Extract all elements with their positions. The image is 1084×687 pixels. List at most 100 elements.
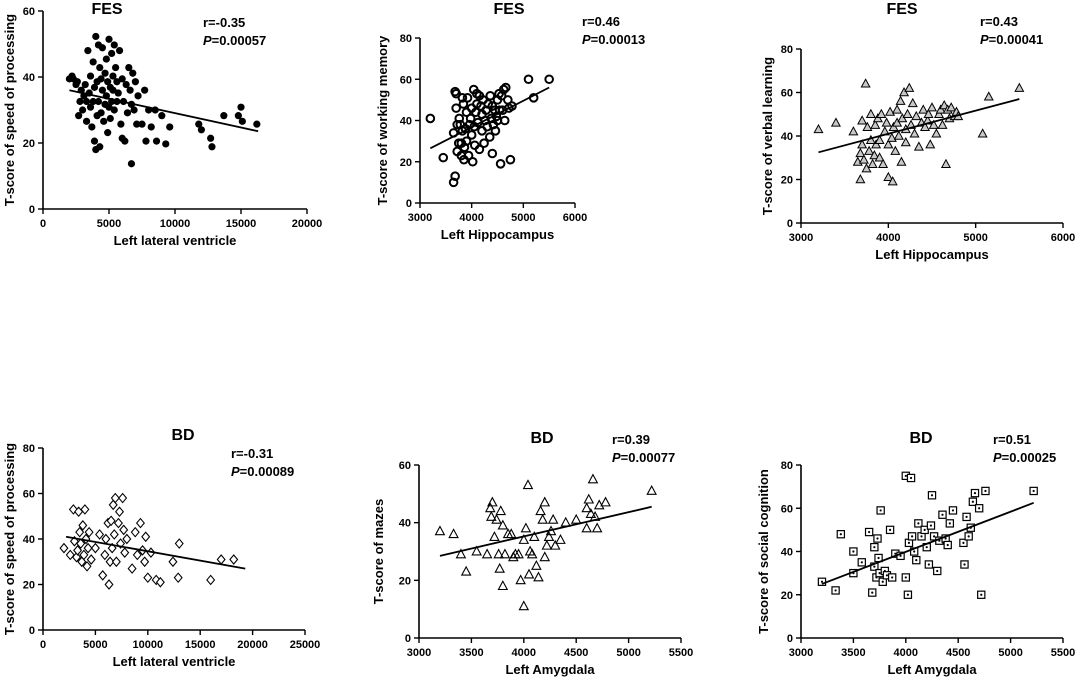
data-point (906, 473, 916, 483)
data-point (229, 554, 239, 565)
data-point-dot (930, 494, 934, 497)
data-point (937, 119, 948, 129)
data-point (126, 86, 134, 94)
data-point (902, 108, 913, 118)
data-point (104, 78, 112, 86)
data-point (919, 121, 931, 131)
data-point (907, 532, 917, 541)
data-point (147, 123, 155, 131)
data-point (970, 488, 980, 498)
data-point (104, 129, 112, 137)
data-point (84, 526, 94, 538)
data-point (911, 110, 922, 121)
x-tick-label: 5000 (97, 218, 121, 230)
data-point-dot (944, 537, 947, 540)
data-point (928, 119, 939, 129)
data-point-dot (913, 550, 916, 553)
p-value: P=0.00057 (203, 33, 266, 48)
data-point (438, 152, 449, 163)
y-tick-label: 20 (399, 575, 411, 587)
data-point (813, 123, 824, 134)
data-point-dot (879, 509, 882, 512)
data-point (152, 137, 161, 145)
data-point (817, 577, 827, 586)
data-point (454, 113, 465, 124)
data-point (73, 545, 83, 556)
x-tick-label: 4500 (946, 647, 970, 659)
p-value-number: =0.00057 (212, 33, 267, 48)
data-point (920, 525, 929, 535)
y-tick-label: 20 (781, 590, 793, 602)
data-point (515, 574, 526, 585)
data-point (162, 140, 170, 148)
data-point (977, 128, 988, 138)
data-point (925, 139, 936, 149)
data-point (105, 103, 113, 111)
data-point-dot (951, 509, 955, 512)
regression-line (818, 98, 1020, 154)
data-point (581, 502, 592, 513)
data-point (870, 542, 879, 552)
data-point (451, 103, 461, 113)
data-point-dot (963, 563, 966, 566)
x-tick-label: 3500 (841, 647, 865, 659)
data-point (520, 522, 532, 533)
chart-title: FES (493, 1, 524, 18)
data-point (158, 112, 166, 120)
y-tick-label: 40 (781, 547, 793, 559)
data-point (195, 120, 203, 128)
data-point (543, 531, 555, 542)
data-point (868, 588, 877, 597)
data-point (587, 473, 599, 484)
data-point-dot (860, 561, 863, 564)
data-point (497, 580, 509, 591)
data-point (523, 568, 535, 579)
p-value-number: =0.00025 (1002, 450, 1057, 465)
p-value-label: P (993, 450, 1002, 465)
x-tick-label: 25000 (290, 639, 321, 651)
data-point (127, 563, 137, 574)
data-point (133, 120, 141, 128)
data-point-dot (885, 574, 889, 577)
data-point (962, 512, 971, 522)
x-tick-label: 3000 (407, 647, 431, 659)
data-point (59, 542, 69, 554)
x-axis-label: Left lateral ventricle (114, 233, 237, 248)
data-point (858, 154, 869, 164)
data-point-dot (899, 554, 902, 557)
data-point (461, 136, 472, 146)
data-point (253, 120, 261, 128)
data-point (585, 508, 597, 518)
data-point (110, 41, 118, 49)
data-point (499, 115, 510, 126)
data-point (487, 496, 498, 507)
data-point (425, 113, 436, 124)
data-point (526, 548, 538, 559)
data-point (885, 525, 895, 535)
data-point-dot (834, 589, 837, 592)
data-point (874, 152, 885, 162)
data-point (166, 123, 174, 131)
data-point (848, 126, 859, 136)
y-tick-label: 60 (399, 460, 411, 472)
data-point (490, 126, 501, 136)
data-point (983, 91, 994, 101)
data-point (904, 82, 915, 92)
data-point-dot (820, 580, 824, 583)
data-point-dot (965, 515, 968, 519)
data-point (75, 112, 83, 120)
data-point (100, 549, 110, 561)
data-point (926, 521, 936, 530)
data-point (97, 109, 105, 117)
y-tick-label: 80 (781, 44, 793, 56)
y-tick-label: 80 (400, 33, 412, 45)
correlation-r: r=0.39 (612, 432, 650, 447)
p-value: P=0.00013 (582, 32, 645, 47)
x-tick-label: 0 (40, 639, 46, 651)
y-tick-label: 60 (781, 88, 793, 100)
correlation-r: r=0.46 (582, 14, 620, 29)
data-point (484, 502, 496, 513)
x-tick-label: 10000 (160, 218, 191, 230)
x-tick-label: 3000 (789, 647, 813, 659)
y-axis-label: T-score of speed of processing (2, 443, 17, 635)
